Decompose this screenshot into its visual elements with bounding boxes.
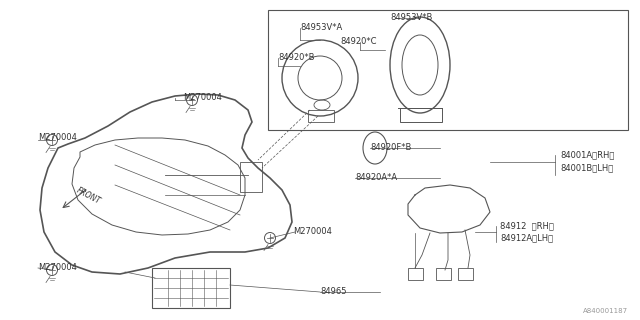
Text: 84920*B: 84920*B bbox=[278, 53, 314, 62]
Text: A840001187: A840001187 bbox=[583, 308, 628, 314]
Text: FRONT: FRONT bbox=[74, 186, 102, 206]
Text: M270004: M270004 bbox=[293, 228, 332, 236]
Text: 84953V*A: 84953V*A bbox=[300, 23, 342, 33]
Text: 84920A*A: 84920A*A bbox=[355, 173, 397, 182]
Text: 84912  〈RH〉: 84912 〈RH〉 bbox=[500, 221, 554, 230]
Text: M270004: M270004 bbox=[38, 133, 77, 142]
Text: 84001A〈RH〉: 84001A〈RH〉 bbox=[560, 150, 614, 159]
Text: 84912A〈LH〉: 84912A〈LH〉 bbox=[500, 234, 553, 243]
Text: 84920*C: 84920*C bbox=[340, 37, 376, 46]
Text: M270004: M270004 bbox=[183, 93, 222, 102]
Text: 84920F*B: 84920F*B bbox=[370, 143, 412, 153]
Text: 84965: 84965 bbox=[320, 287, 346, 297]
Text: M270004: M270004 bbox=[38, 263, 77, 273]
Text: 84953V*B: 84953V*B bbox=[390, 13, 433, 22]
Text: 84001B〈LH〉: 84001B〈LH〉 bbox=[560, 164, 613, 172]
